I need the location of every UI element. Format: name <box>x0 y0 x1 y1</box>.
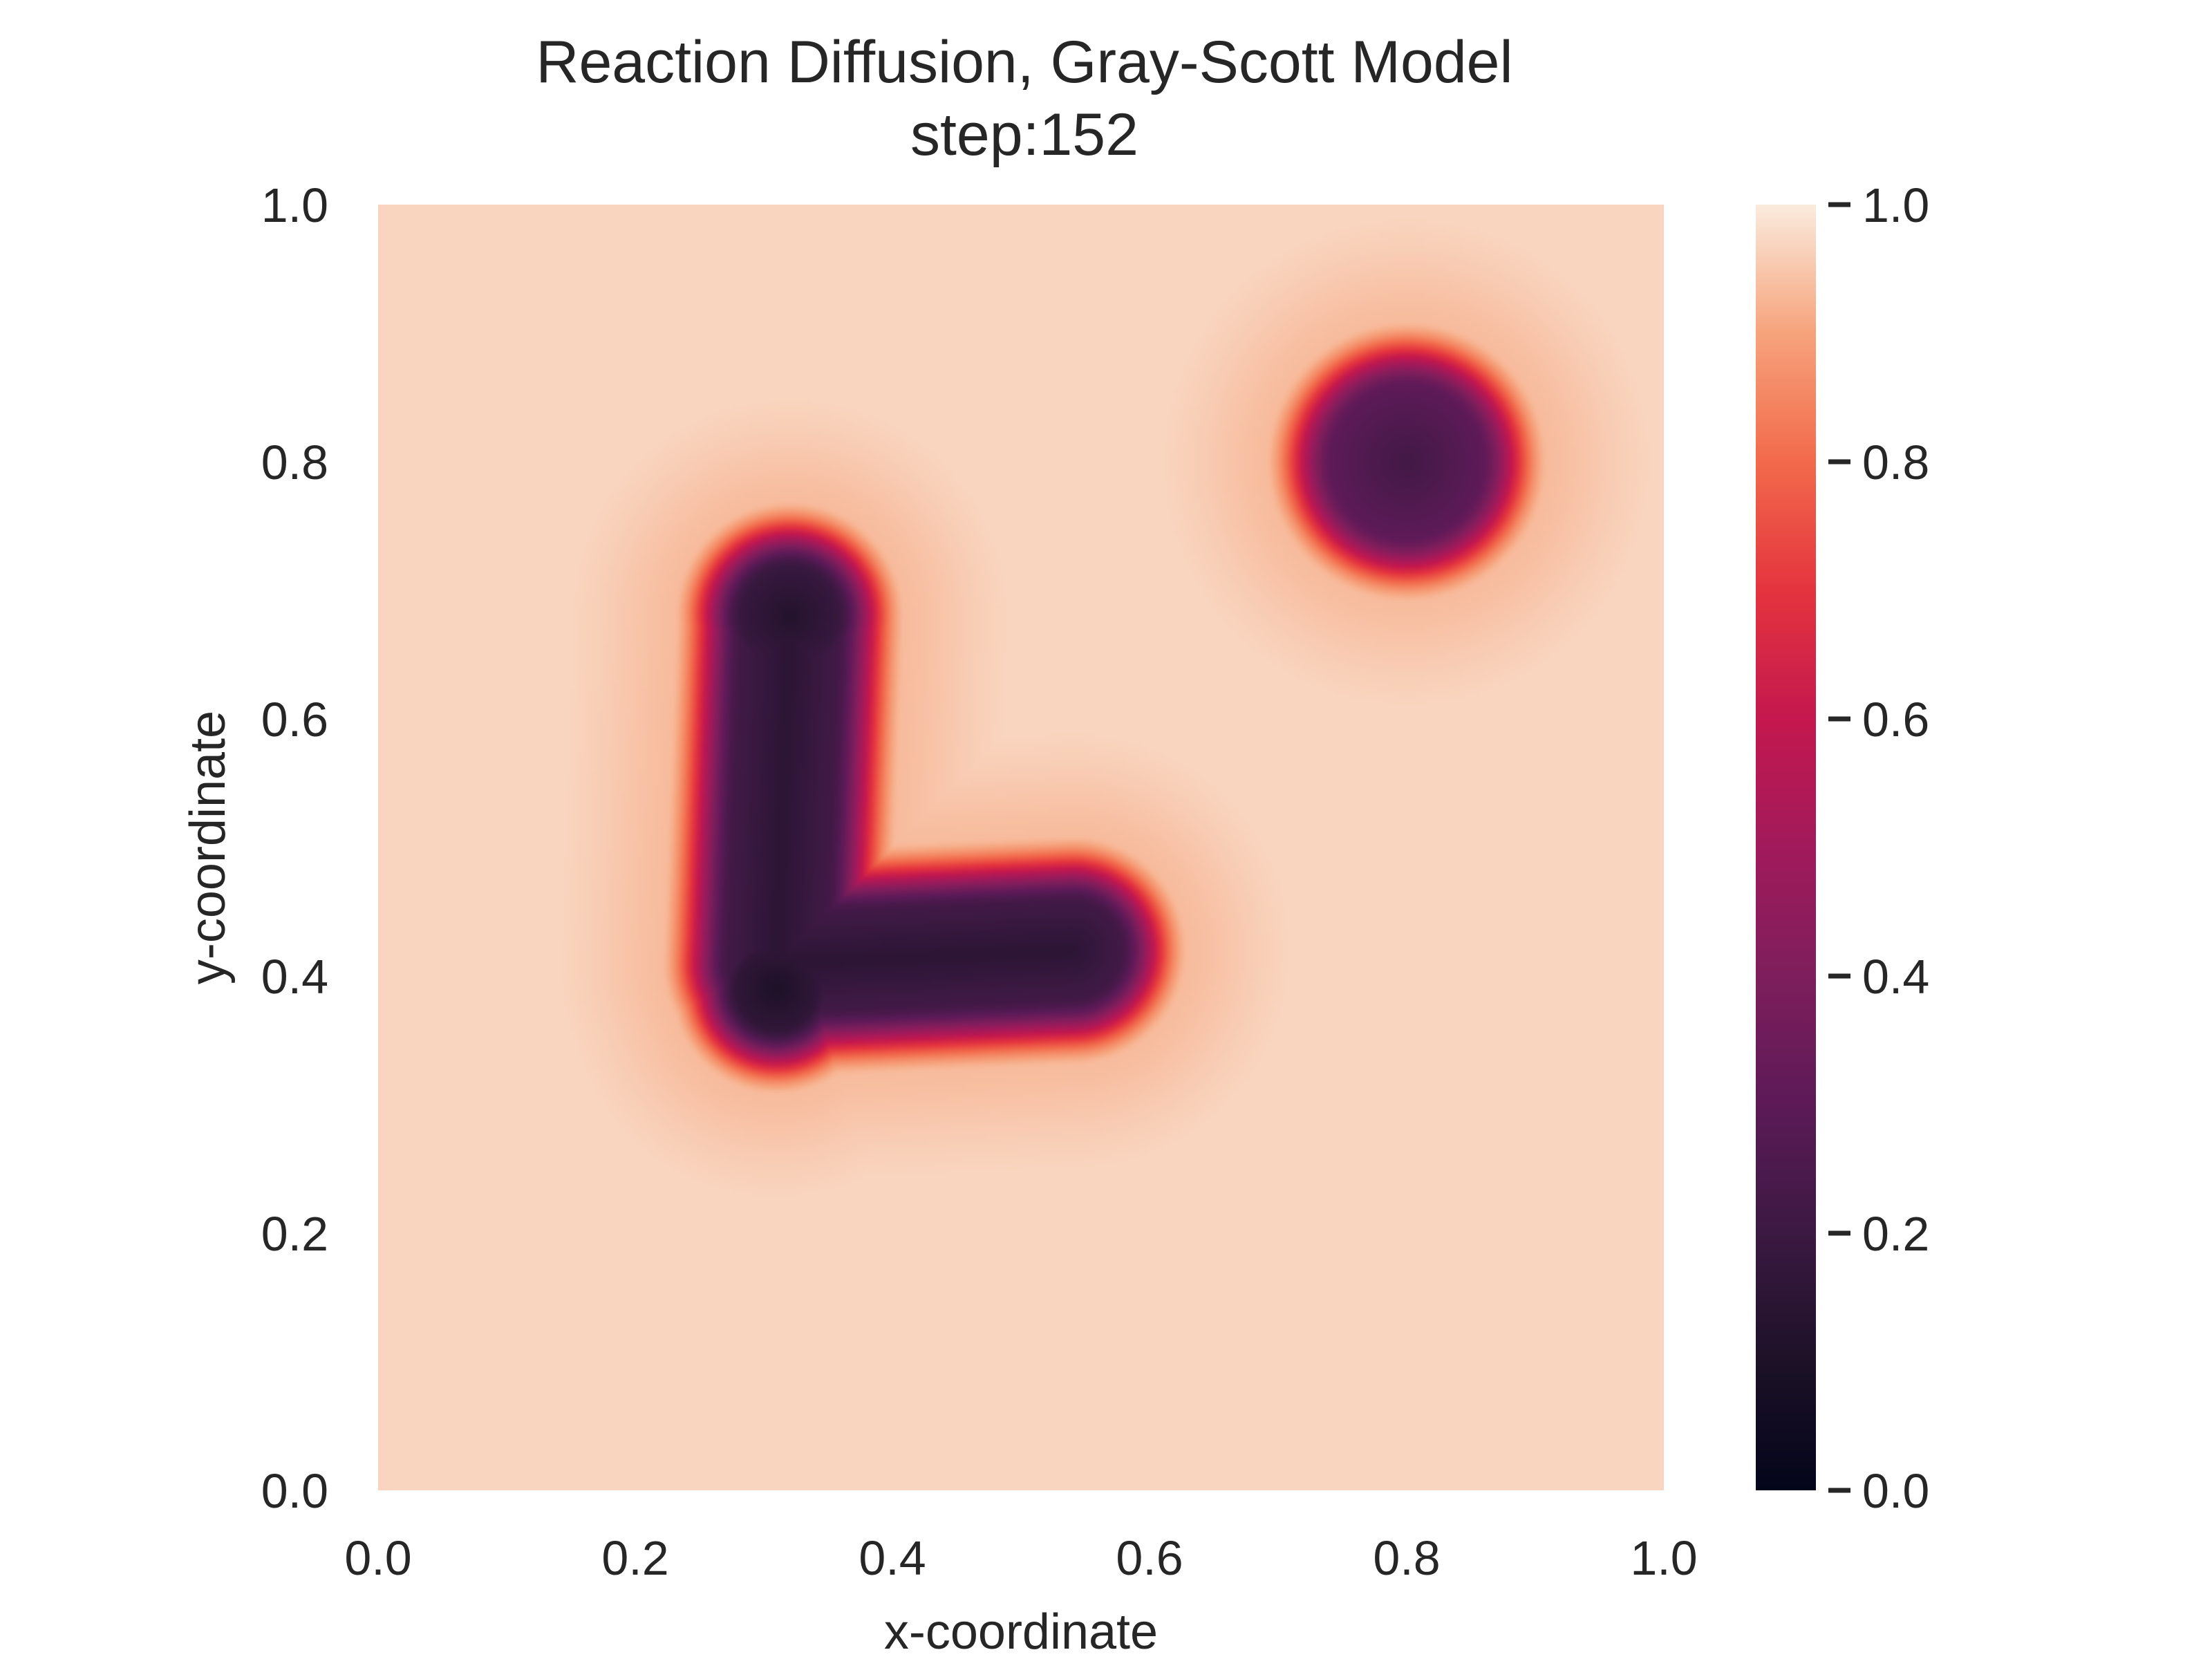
y-tick-label: 0.6 <box>261 693 328 747</box>
colorbar-tick-label: 0.2 <box>1862 1207 1929 1261</box>
x-tick-label: 0.0 <box>344 1531 411 1585</box>
y-tick-label: 1.0 <box>261 178 328 232</box>
chart-title: Reaction Diffusion, Gray-Scott Model <box>536 29 1513 95</box>
y-axis-ticks: 0.0 0.2 0.4 0.6 0.8 1.0 <box>261 178 328 1518</box>
x-axis-label: x-coordinate <box>884 1604 1158 1659</box>
colorbar-tick-label: 0.4 <box>1862 950 1929 1004</box>
colorbar-tick-label: 0.6 <box>1862 693 1929 747</box>
x-axis-ticks: 0.0 0.2 0.4 0.6 0.8 1.0 <box>344 1531 1697 1585</box>
colorbar <box>1756 205 1816 1490</box>
x-tick-label: 0.4 <box>859 1531 926 1585</box>
chart-subtitle: step:152 <box>910 102 1138 168</box>
colorbar-tick-label: 1.0 <box>1862 178 1929 232</box>
y-tick-label: 0.2 <box>261 1207 328 1261</box>
y-tick-label: 0.4 <box>261 950 328 1004</box>
x-tick-label: 1.0 <box>1630 1531 1697 1585</box>
heatmap-image <box>378 205 1664 1490</box>
y-axis-label: y-coordinate <box>180 711 236 984</box>
y-tick-label: 0.0 <box>261 1464 328 1518</box>
x-tick-label: 0.2 <box>601 1531 668 1585</box>
colorbar-tick-label: 0.8 <box>1862 435 1929 489</box>
x-tick-label: 0.6 <box>1116 1531 1183 1585</box>
y-tick-label: 0.8 <box>261 435 328 489</box>
colorbar-tick-label: 0.0 <box>1862 1464 1929 1518</box>
colorbar-ticks: 0.0 0.2 0.4 0.6 0.8 1.0 <box>1828 178 1929 1518</box>
x-tick-label: 0.8 <box>1373 1531 1440 1585</box>
